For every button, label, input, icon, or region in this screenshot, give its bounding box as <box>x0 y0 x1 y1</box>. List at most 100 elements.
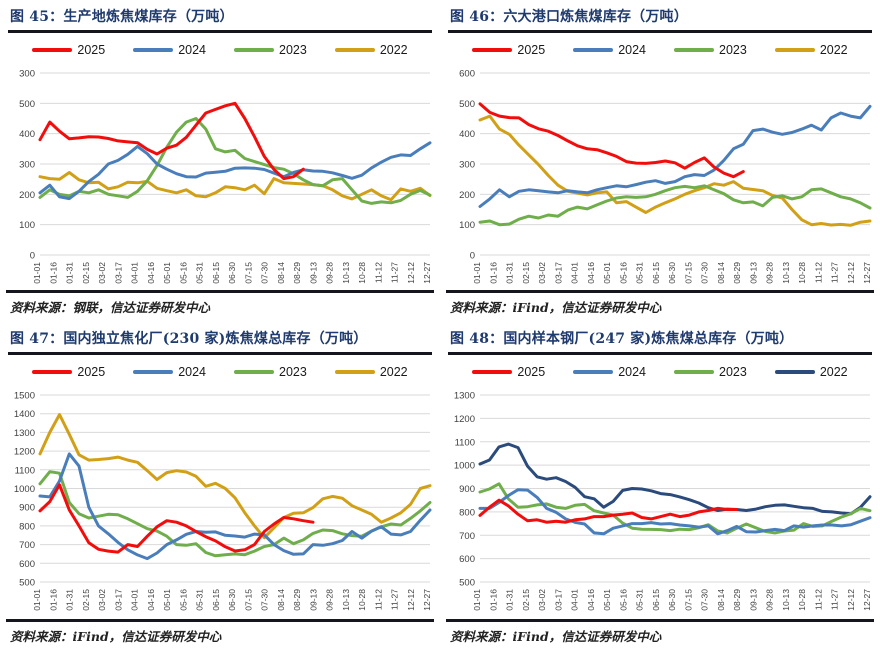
svg-text:500: 500 <box>459 99 475 110</box>
chart-title: 图 46：六大港口炼焦煤库存（万吨） <box>450 9 688 25</box>
svg-text:05-31: 05-31 <box>635 589 645 611</box>
svg-text:03-02: 03-02 <box>97 262 107 284</box>
svg-text:11-27: 11-27 <box>390 262 400 283</box>
svg-text:04-01: 04-01 <box>570 262 580 284</box>
svg-text:11-12: 11-12 <box>813 262 823 283</box>
svg-text:07-15: 07-15 <box>683 589 693 611</box>
svg-text:1500: 1500 <box>14 391 35 402</box>
legend-item-2024: 2024 <box>573 365 646 379</box>
svg-text:200: 200 <box>459 190 475 201</box>
svg-text:300: 300 <box>459 160 475 171</box>
legend-swatch <box>573 370 614 374</box>
svg-text:01-01: 01-01 <box>32 262 42 284</box>
svg-text:03-02: 03-02 <box>537 262 547 284</box>
svg-text:02-15: 02-15 <box>81 262 91 284</box>
svg-text:11-27: 11-27 <box>830 262 840 283</box>
legend-swatch <box>133 48 174 52</box>
svg-text:01-16: 01-16 <box>488 589 498 611</box>
svg-text:07-30: 07-30 <box>700 262 710 284</box>
svg-text:1000: 1000 <box>14 484 35 495</box>
svg-text:09-13: 09-13 <box>308 262 318 284</box>
legend-label: 2025 <box>77 43 106 57</box>
svg-text:100: 100 <box>19 220 35 231</box>
source-note: 资料来源：iFind，信达证券研发中心 <box>446 290 874 322</box>
svg-text:07-30: 07-30 <box>260 262 270 284</box>
svg-text:05-31: 05-31 <box>195 589 205 611</box>
legend-label: 2023 <box>279 43 307 57</box>
svg-text:01-01: 01-01 <box>32 589 42 611</box>
title-divider <box>448 30 872 33</box>
svg-text:400: 400 <box>459 129 475 140</box>
legend-label: 2024 <box>618 365 646 379</box>
svg-text:01-31: 01-31 <box>505 589 515 611</box>
chart-area: 500 600 700 800 900 1000 1100 1200 1300 01-01 01-1… <box>440 387 880 630</box>
svg-text:04-16: 04-16 <box>146 589 156 611</box>
svg-text:06-15: 06-15 <box>651 262 661 284</box>
svg-text:300: 300 <box>19 69 35 80</box>
svg-text:08-14: 08-14 <box>276 589 286 611</box>
svg-text:12-12: 12-12 <box>406 589 416 611</box>
figure-panel-46: 图 46：六大港口炼焦煤库存（万吨） 2025 2024 2023 2022 0 100… <box>440 0 880 322</box>
legend-label: 2022 <box>819 365 848 379</box>
svg-text:01-01: 01-01 <box>472 589 482 611</box>
svg-text:10-28: 10-28 <box>797 262 807 284</box>
svg-text:05-01: 05-01 <box>162 262 172 284</box>
svg-text:12-12: 12-12 <box>846 262 856 284</box>
svg-text:01-16: 01-16 <box>48 262 58 284</box>
legend-item-2024: 2024 <box>133 365 206 379</box>
svg-text:07-30: 07-30 <box>260 589 270 611</box>
svg-text:12-27: 12-27 <box>422 262 432 284</box>
legend-label: 2022 <box>379 43 408 57</box>
svg-text:04-16: 04-16 <box>586 262 596 284</box>
svg-text:04-16: 04-16 <box>586 589 596 611</box>
legend-item-2023: 2023 <box>234 43 307 57</box>
legend-item-2023: 2023 <box>234 365 307 379</box>
svg-text:11-27: 11-27 <box>830 589 840 610</box>
legend-swatch <box>334 48 375 52</box>
svg-text:06-15: 06-15 <box>211 589 221 611</box>
svg-text:05-16: 05-16 <box>178 589 188 611</box>
legend-item-2025: 2025 <box>32 43 105 57</box>
svg-text:03-02: 03-02 <box>537 589 547 611</box>
svg-text:600: 600 <box>19 559 35 570</box>
svg-text:02-15: 02-15 <box>81 589 91 611</box>
svg-text:06-30: 06-30 <box>667 589 677 611</box>
legend-label: 2023 <box>719 365 747 379</box>
svg-text:1400: 1400 <box>14 409 35 420</box>
svg-text:1200: 1200 <box>454 414 475 425</box>
svg-text:12-27: 12-27 <box>862 262 872 284</box>
svg-text:100: 100 <box>459 220 475 231</box>
svg-text:09-28: 09-28 <box>325 262 335 284</box>
legend-label: 2025 <box>517 365 546 379</box>
svg-text:08-29: 08-29 <box>732 589 742 611</box>
svg-text:500: 500 <box>19 578 35 589</box>
svg-text:11-12: 11-12 <box>373 262 383 283</box>
svg-text:10-13: 10-13 <box>781 262 791 284</box>
svg-text:600: 600 <box>459 69 475 80</box>
legend-label: 2024 <box>178 365 206 379</box>
chart-area: 0 100 200 300 400 500 300 01-01 01-16 01-31 02-15 0… <box>0 65 440 303</box>
svg-text:11-27: 11-27 <box>390 589 400 610</box>
svg-text:04-01: 04-01 <box>570 589 580 611</box>
svg-text:05-16: 05-16 <box>618 589 628 611</box>
svg-text:01-16: 01-16 <box>48 589 58 611</box>
svg-text:08-29: 08-29 <box>732 262 742 284</box>
svg-text:04-01: 04-01 <box>130 589 140 611</box>
svg-text:02-15: 02-15 <box>521 262 531 284</box>
legend-item-2023: 2023 <box>674 365 747 379</box>
svg-text:09-28: 09-28 <box>325 589 335 611</box>
title-divider <box>448 352 872 355</box>
svg-text:1300: 1300 <box>454 391 475 402</box>
legend-label: 2023 <box>719 43 747 57</box>
chart-title: 图 47：国内独立焦化厂(230 家)炼焦煤总库存（万吨） <box>10 331 368 347</box>
legend-item-2025: 2025 <box>32 365 105 379</box>
svg-text:05-16: 05-16 <box>618 262 628 284</box>
svg-text:10-13: 10-13 <box>781 589 791 611</box>
legend-item-2022: 2022 <box>334 43 408 57</box>
svg-text:900: 900 <box>459 484 475 495</box>
svg-text:06-30: 06-30 <box>667 262 677 284</box>
svg-text:01-16: 01-16 <box>488 262 498 284</box>
chart-legend: 2025 2024 2023 2022 <box>0 35 440 65</box>
svg-text:02-15: 02-15 <box>521 589 531 611</box>
svg-text:08-14: 08-14 <box>276 262 286 284</box>
